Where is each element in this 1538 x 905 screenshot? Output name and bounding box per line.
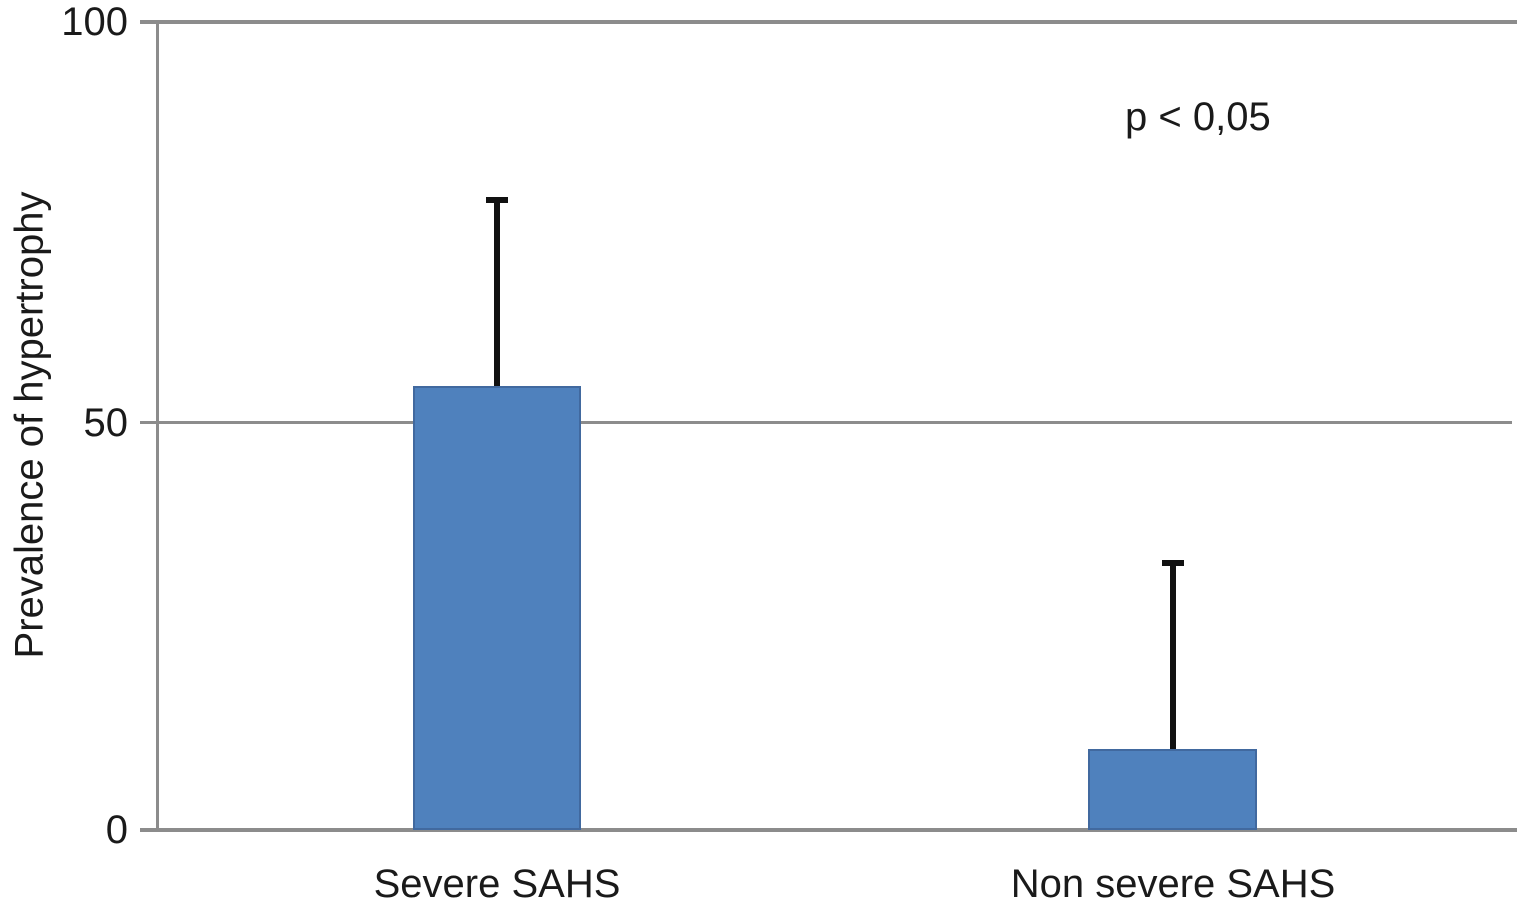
- gridline-50: [140, 421, 1512, 424]
- x-category-label-non-severe-sahs: Non severe SAHS: [1010, 862, 1336, 905]
- error-bar-stem-severe: [494, 199, 500, 386]
- y-tick-label-50: 50: [83, 401, 129, 445]
- y-axis-line: [156, 20, 159, 832]
- x-category-label-severe-sahs: Severe SAHS: [373, 862, 621, 905]
- error-bar-cap-non-severe: [1161, 560, 1184, 567]
- p-value-annotation: p < 0,05: [1125, 95, 1271, 139]
- bar-non-severe-sahs: [1088, 749, 1257, 830]
- y-tick-label-100: 100: [61, 0, 128, 44]
- error-bar-cap-severe: [486, 196, 508, 203]
- error-bar-stem-non-severe: [1169, 563, 1176, 750]
- bar-group-severe-sahs: [413, 0, 581, 905]
- gridline-100: [140, 20, 1517, 24]
- bar-group-non-severe-sahs: [1088, 0, 1257, 905]
- y-tick-label-0: 0: [105, 808, 128, 852]
- bar-severe-sahs: [413, 385, 581, 830]
- x-axis-baseline: [140, 828, 1517, 832]
